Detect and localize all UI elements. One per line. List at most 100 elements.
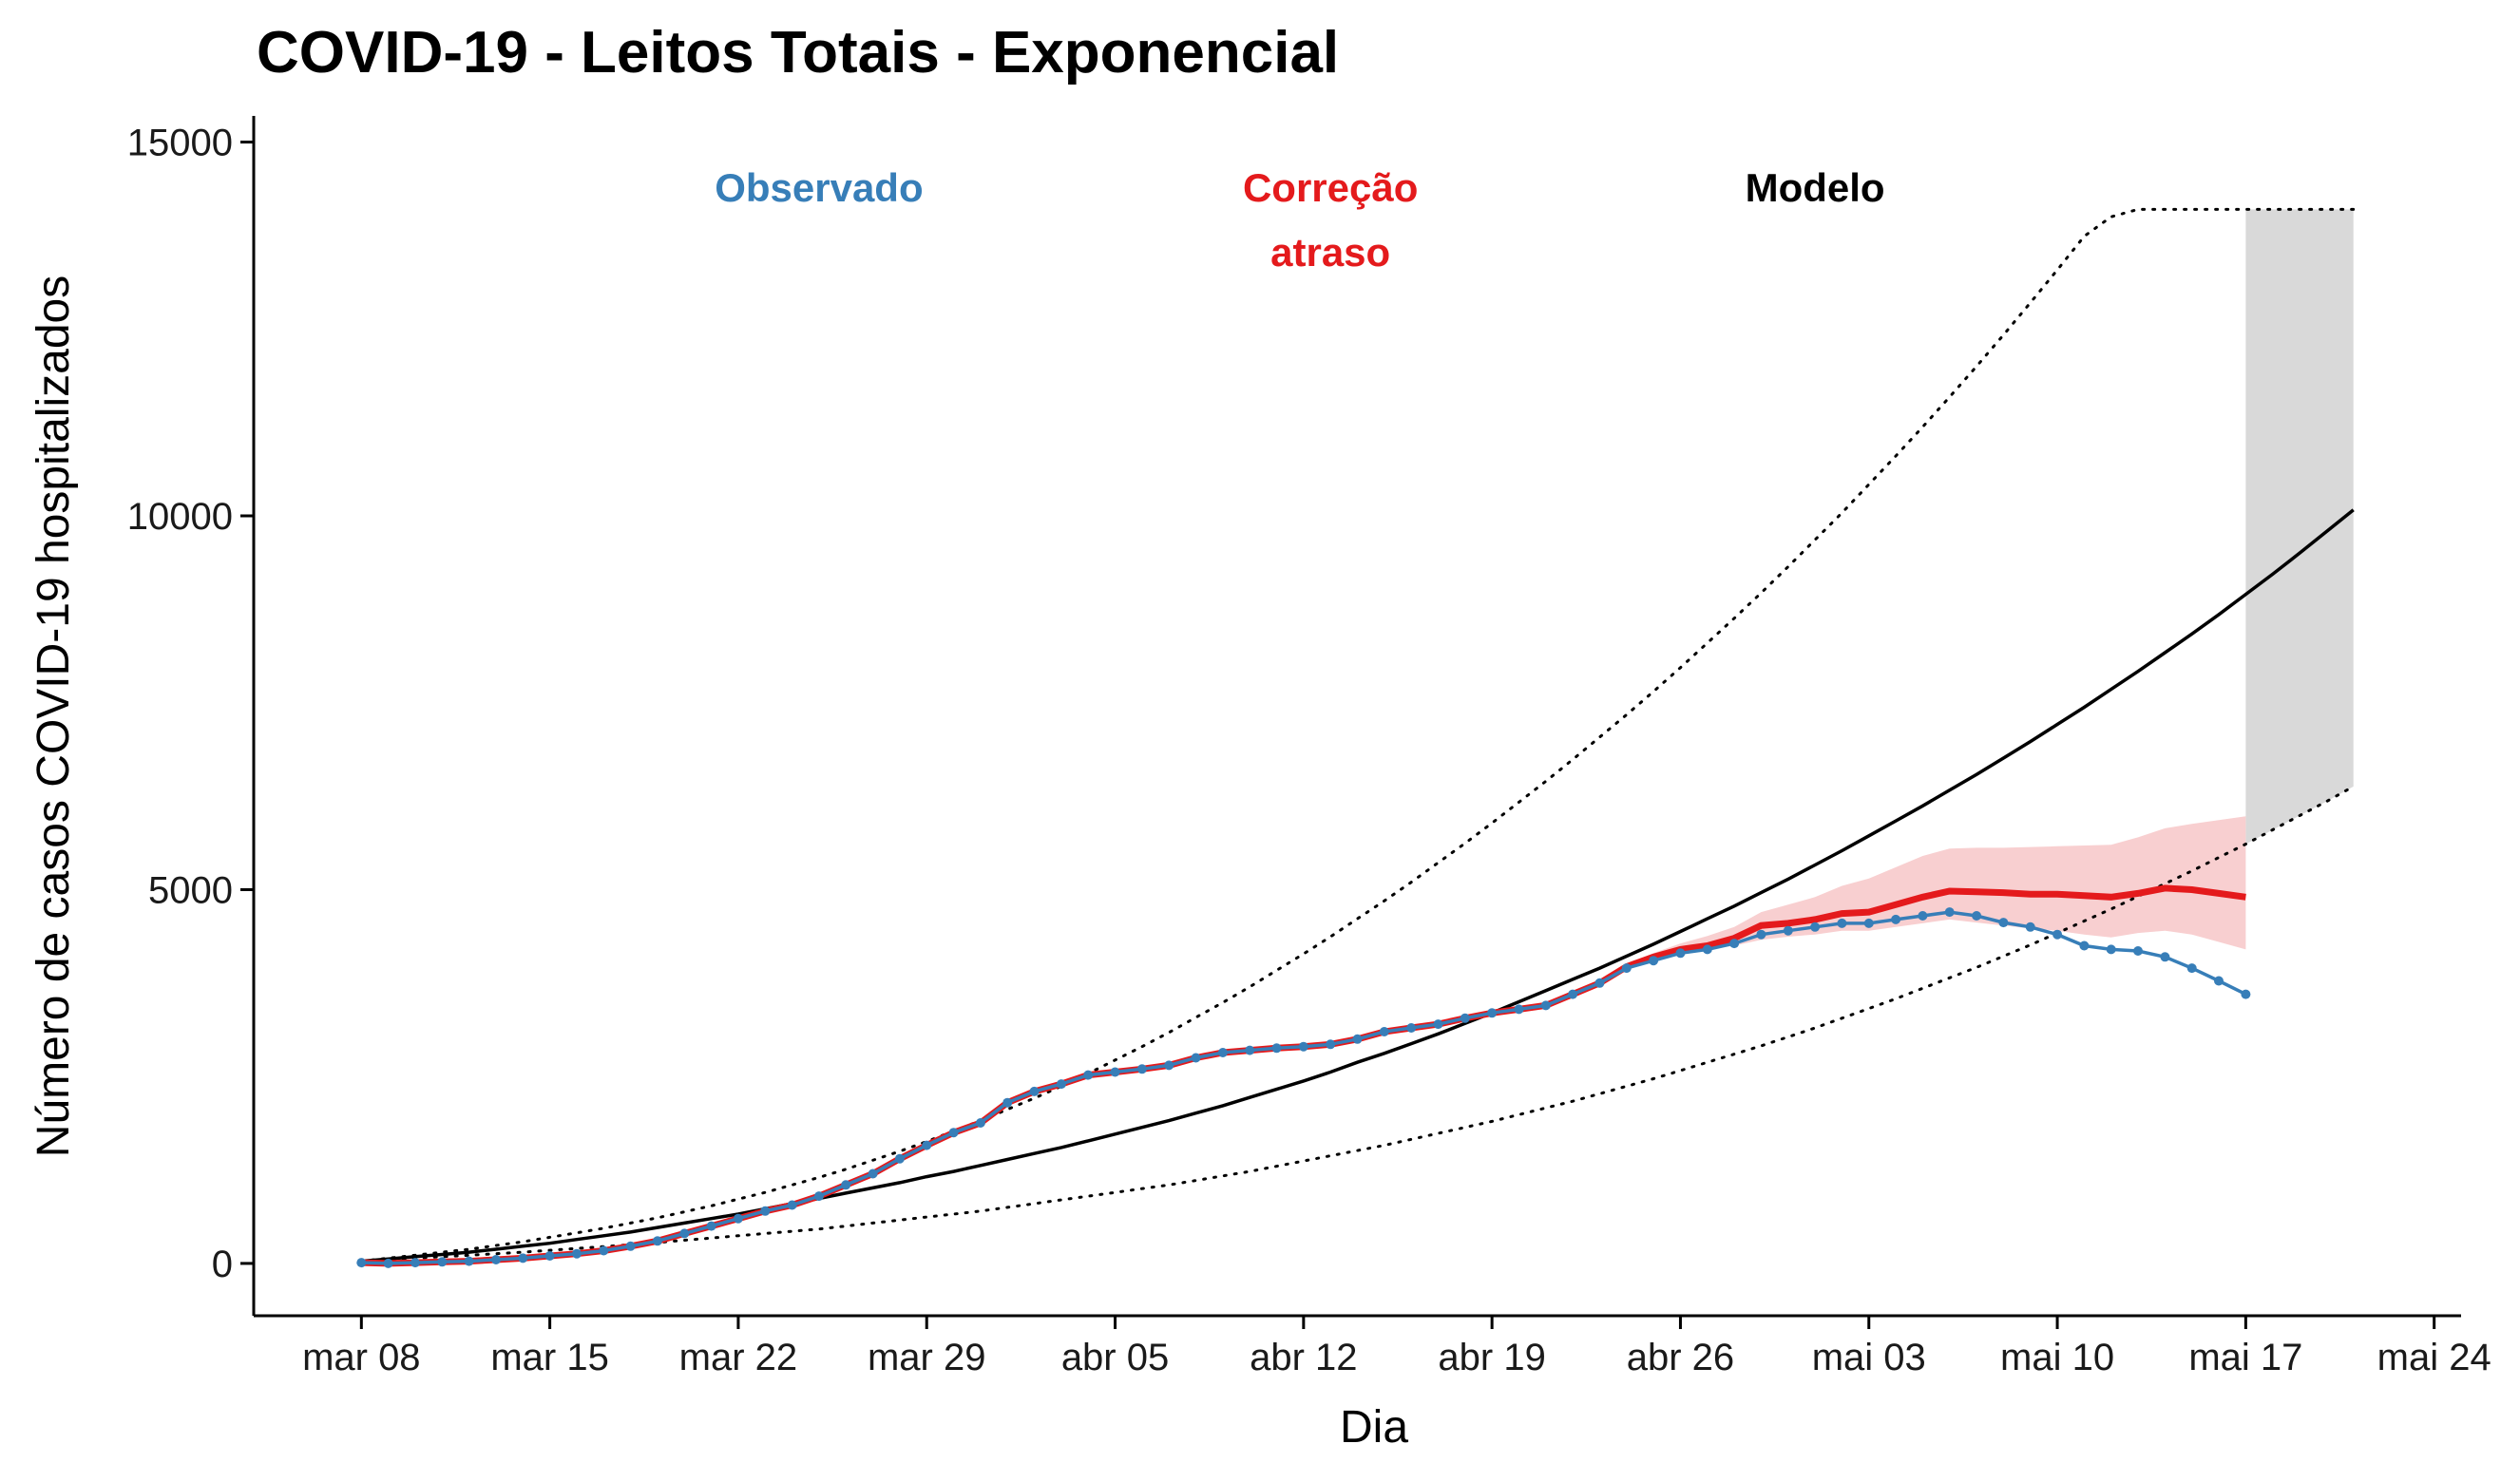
annotation-label: Observado [715,165,923,210]
y-tick-label: 15000 [127,123,233,164]
observed-point [1944,907,1955,918]
observed-point [948,1128,959,1138]
observed-point [1083,1070,1094,1080]
observed-point [1729,939,1740,949]
observed-point [1056,1079,1066,1090]
observed-point [2214,976,2224,986]
observed-point [2241,989,2251,999]
x-tick-label: mai 24 [2377,1337,2491,1378]
observed-point [868,1168,878,1179]
confidence-bands [361,209,2354,1264]
x-tick-label: abr 05 [1061,1337,1169,1378]
observed-point [1514,1004,1524,1015]
observed-point [1245,1045,1255,1055]
x-tick-label: abr 26 [1627,1337,1734,1378]
observed-point [1621,963,1632,974]
observed-points [356,907,2251,1268]
observed-point [975,1118,985,1128]
observed-point [706,1221,716,1231]
observed-point [2079,940,2090,951]
observed-point [1110,1067,1120,1077]
observed-point [544,1251,555,1261]
observed-point [813,1191,824,1202]
observed-point [572,1248,582,1259]
observed-point [1568,989,1578,999]
observed-point [1298,1041,1308,1052]
x-tick-label: mar 08 [302,1337,421,1378]
axes [252,116,2461,1318]
model-lower-line [359,785,2356,1264]
x-tick-label: mai 17 [2188,1337,2302,1378]
x-tick-label: mar 22 [679,1337,798,1378]
observed-point [464,1256,474,1266]
observed-point [652,1236,662,1246]
observed-point [2025,922,2035,932]
model-line [361,508,2355,1264]
observed-point [1002,1097,1013,1108]
observed-point [2133,946,2143,956]
observed-point [2106,944,2116,955]
observed-point [383,1258,393,1268]
observed-point [410,1258,420,1268]
observed-point [1837,918,1847,928]
observed-point [1810,922,1821,932]
observed-point [1487,1008,1498,1018]
y-axis-title: Número de casos COVID-19 hospitalizados [29,276,79,1157]
x-tick-label: mai 03 [1812,1337,1926,1378]
observed-point [1891,914,1901,924]
annotation-label: Modelo [1746,165,1885,210]
x-tick-label: abr 12 [1250,1337,1357,1378]
observed-point [1540,1000,1551,1011]
chart-title: COVID-19 - Leitos Totais - Exponencial [257,20,1339,86]
observed-point [1460,1013,1470,1023]
observed-point [1972,911,1982,921]
observed-point [787,1200,797,1210]
observed-line [361,910,2247,1265]
observed-point [1433,1019,1443,1030]
observed-point [922,1140,932,1150]
corrected-band [361,816,2246,1264]
annotations: Observado Correção atraso Modelo [715,165,1884,275]
x-ticks: mar 08 mar 15 mar 22 mar 29 abr 05 abr 12 abr … [302,1316,2491,1378]
y-tick-label: 5000 [148,869,233,911]
x-tick-label: mar 29 [868,1337,986,1378]
observed-point [1191,1053,1201,1063]
y-tick-label: 0 [212,1244,233,1285]
observed-point [599,1245,609,1256]
observed-point [1863,918,1874,928]
series-lines [359,207,2356,1267]
model-band [2245,209,2354,845]
x-axis-title: Dia [1340,1402,1408,1453]
observed-point [437,1257,448,1267]
observed-point [1783,925,1793,936]
corrected-line [361,884,2246,1267]
x-tick-label: abr 19 [1438,1337,1545,1378]
observed-point [1756,929,1766,940]
annotation-label: atraso [1270,230,1390,275]
observed-point [679,1228,690,1239]
observed-point [2052,929,2063,940]
y-ticks: 0 5000 10000 15000 [127,123,254,1285]
observed-point [1594,978,1605,988]
observed-point [841,1180,851,1190]
observed-point [1702,944,1712,955]
observed-point [1271,1043,1282,1054]
observed-point [518,1253,528,1264]
x-tick-label: mar 15 [490,1337,609,1378]
observed-point [1029,1086,1040,1096]
observed-point [1406,1023,1417,1033]
observed-point [1352,1034,1363,1044]
observed-point [1164,1060,1174,1071]
observed-point [733,1213,743,1224]
observed-point [1675,948,1686,959]
x-tick-label: mai 10 [2000,1337,2114,1378]
y-tick-label: 10000 [127,496,233,538]
observed-point [2160,952,2170,962]
model-upper-line [359,207,2356,1264]
observed-point [1379,1027,1389,1036]
observed-point [491,1255,501,1264]
observed-point [1918,911,1928,921]
observed-point [760,1206,771,1216]
observed-point [2186,963,2197,974]
